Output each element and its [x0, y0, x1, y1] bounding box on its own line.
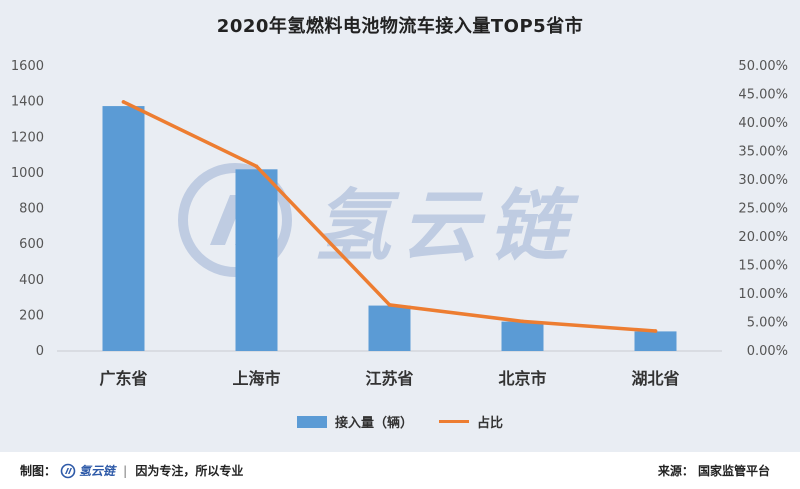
y2-tick-label: 10.00%: [738, 287, 788, 302]
y-tick-label: 400: [19, 273, 44, 288]
footer-brand-text: 氢云链: [79, 464, 116, 478]
share-point-3: [387, 303, 392, 307]
x-category-label: 广东省: [99, 369, 147, 388]
legend-label-bar: 接入量（辆）: [334, 416, 413, 431]
footer-brand: 氢云链: [60, 462, 115, 479]
legend-item-line: 占比: [439, 412, 503, 431]
y2-tick-label: 45.00%: [738, 88, 788, 103]
share-point-1: [121, 100, 126, 104]
y2-tick-label: 0.00%: [747, 344, 788, 359]
y-tick-label: 800: [19, 202, 44, 217]
brand-small-logo-icon: [60, 463, 76, 478]
footer: 制图： 氢云链 | 因为专注，所以专业 来源： 国家监管平台: [0, 452, 800, 489]
y-tick-label: 1200: [11, 130, 44, 145]
share-line: [121, 100, 658, 333]
bar-5: [634, 331, 677, 351]
x-category-label: 湖北省: [631, 369, 679, 388]
y2-tick-label: 5.00%: [747, 316, 788, 331]
bar-1: [102, 106, 145, 351]
share-point-5: [653, 329, 658, 333]
legend: 接入量（辆） 占比: [0, 412, 800, 431]
y2-tick-label: 35.00%: [738, 145, 788, 160]
made-by-label: 制图：: [20, 464, 57, 478]
footer-credit: 制图： 氢云链 | 因为专注，所以专业: [20, 462, 243, 479]
chart-svg: 0 200 400 600 800 1000 1200 1400 1600 0.00% 5.00% 1…: [11, 59, 788, 388]
y-tick-label: 0: [36, 344, 44, 359]
bar-3: [368, 305, 411, 351]
y-tick-label: 200: [19, 308, 44, 323]
y-tick-label: 1400: [11, 95, 44, 110]
y2-tick-label: 50.00%: [738, 59, 788, 74]
y2-tick-label: 25.00%: [738, 202, 788, 217]
y2-tick-label: 20.00%: [738, 230, 788, 245]
legend-item-bar: 接入量（辆）: [296, 412, 413, 431]
y2-tick-label: 40.00%: [738, 116, 788, 131]
footer-source: 来源： 国家监管平台: [657, 464, 770, 478]
chart-title: 2020年氢燃料电池物流车接入量TOP5省市: [216, 16, 584, 37]
y2-tick-label: 30.00%: [738, 173, 788, 188]
x-category-label: 北京市: [498, 369, 546, 388]
y2-tick-label: 15.00%: [738, 259, 788, 274]
y-tick-label: 1000: [11, 166, 44, 181]
y-tick-label: 1600: [11, 59, 44, 74]
bar-2: [235, 169, 278, 351]
footer-divider: |: [123, 463, 128, 478]
legend-label-line: 占比: [477, 416, 504, 431]
share-point-4: [520, 319, 525, 324]
legend-swatch-bar: [296, 415, 327, 428]
share-point-2: [254, 164, 259, 169]
x-category-label: 上海市: [232, 369, 280, 388]
x-category-label: 江苏省: [365, 369, 413, 388]
footer-slogan: 因为专注，所以专业: [135, 464, 244, 478]
bar-4: [501, 321, 544, 351]
legend-swatch-line: [439, 420, 469, 423]
y-tick-label: 600: [19, 237, 44, 252]
